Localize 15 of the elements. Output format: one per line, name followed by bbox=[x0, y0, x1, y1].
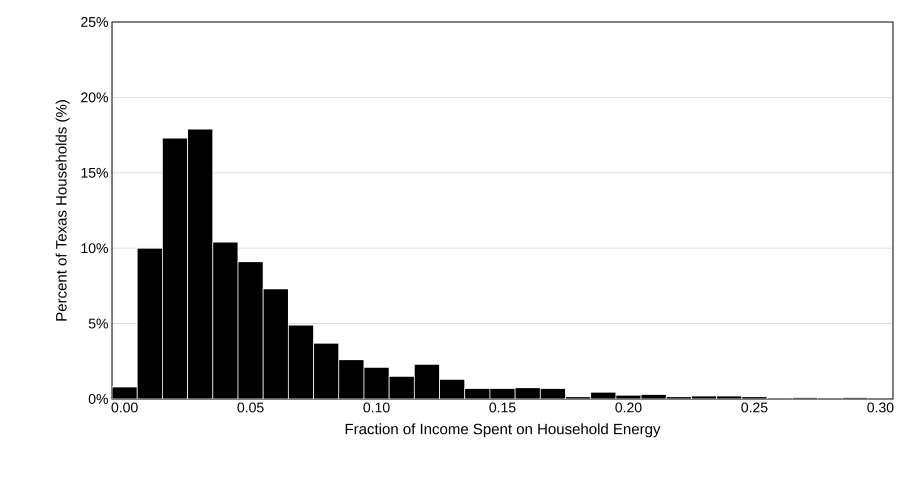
x-tick-label: 0.15 bbox=[489, 402, 516, 412]
y-axis-title: Percent of Texas Households (%) bbox=[56, 100, 70, 321]
y-tick-label: 5% bbox=[88, 318, 108, 329]
x-tick-label: 0.00 bbox=[112, 402, 138, 412]
y-tick-label: 10% bbox=[82, 243, 108, 254]
x-tick-label: 0.20 bbox=[615, 402, 642, 412]
y-tick-label: 20% bbox=[81, 92, 108, 102]
y-tick-label: 15% bbox=[82, 168, 108, 178]
x-tick-label: 0.30 bbox=[867, 402, 894, 412]
x-tick-label: 0.25 bbox=[741, 402, 768, 412]
x-axis-title: Fraction of Income Spent on Household Energy bbox=[346, 423, 660, 438]
y-tick-label: 0% bbox=[88, 394, 108, 404]
x-tick-label: 0.10 bbox=[363, 402, 390, 412]
x-tick-label: 0.05 bbox=[237, 402, 264, 412]
y-tick-label: 25% bbox=[81, 17, 108, 27]
